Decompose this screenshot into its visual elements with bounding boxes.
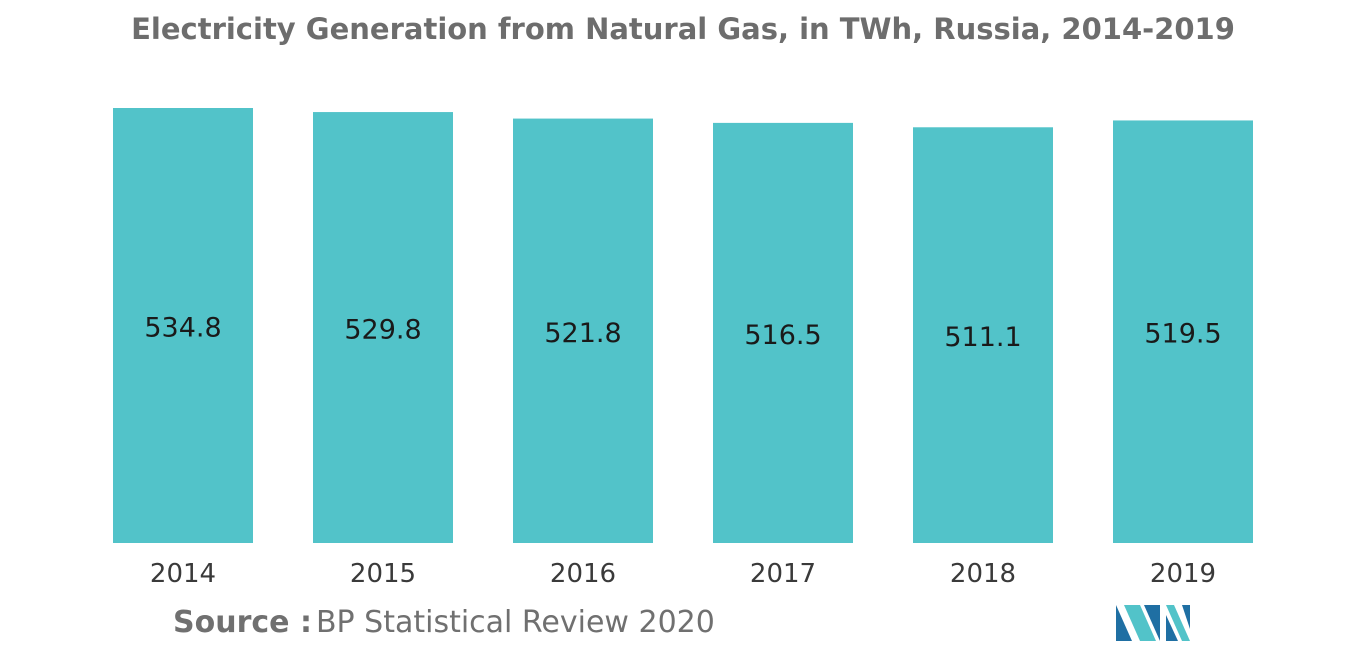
value-label-2016: 521.8: [544, 318, 621, 349]
x-tick-labels-group: 2014 2015 2016 2017 2018 2019: [150, 559, 1216, 589]
value-label-2019: 519.5: [1144, 319, 1221, 350]
source-note: Source : BP Statistical Review 2020: [173, 605, 715, 640]
bar-2018: [913, 127, 1053, 544]
x-tick-label-2017: 2017: [750, 559, 816, 589]
chart-title: Electricity Generation from Natural Gas,…: [131, 12, 1235, 46]
source-text: BP Statistical Review 2020: [315, 605, 715, 640]
bar-2016: [513, 118, 653, 544]
bar-2017: [713, 122, 853, 543]
bar-2014: [113, 108, 253, 543]
value-label-2017: 516.5: [744, 320, 821, 351]
x-tick-label-2016: 2016: [550, 559, 616, 589]
bars-group: [113, 108, 1253, 544]
value-labels-group: 534.8 529.8 521.8 516.5 511.1 519.5: [144, 313, 1221, 354]
source-label: Source :: [173, 605, 312, 640]
value-label-2015: 529.8: [344, 315, 421, 346]
x-tick-label-2018: 2018: [950, 559, 1016, 589]
value-label-2018: 511.1: [944, 322, 1021, 353]
x-tick-label-2019: 2019: [1150, 559, 1216, 589]
x-tick-label-2015: 2015: [350, 559, 416, 589]
mordor-intelligence-logo-icon: [1116, 605, 1190, 641]
value-label-2014: 534.8: [144, 313, 221, 344]
bar-2019: [1113, 120, 1253, 544]
bar-2015: [313, 112, 453, 543]
x-tick-label-2014: 2014: [150, 559, 216, 589]
